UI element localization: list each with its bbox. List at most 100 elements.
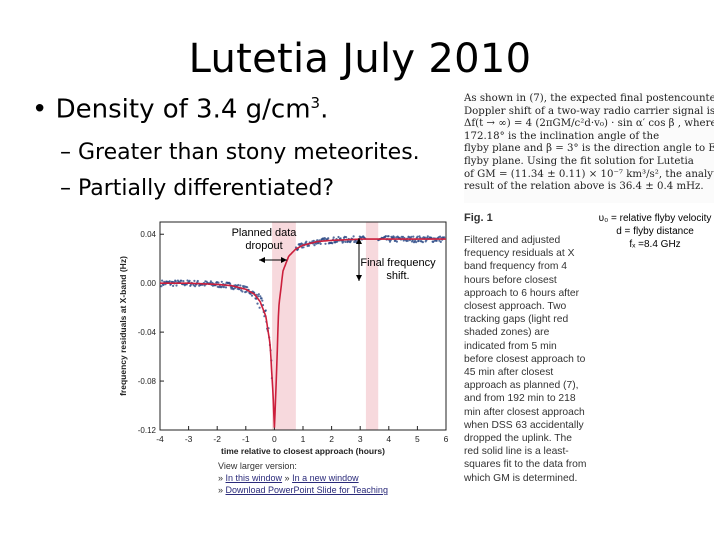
excerpt-line: Doppler shift of a two-way radio carrier… bbox=[464, 105, 714, 117]
data-point bbox=[312, 239, 315, 242]
data-point bbox=[180, 279, 183, 282]
shift-arrow-top bbox=[356, 238, 362, 244]
data-point bbox=[160, 285, 163, 288]
x-tick-label: -3 bbox=[185, 434, 193, 444]
data-point bbox=[415, 241, 418, 244]
data-point bbox=[331, 242, 334, 245]
y-tick-label: 0.04 bbox=[140, 230, 156, 239]
data-point bbox=[256, 302, 259, 305]
data-point bbox=[406, 239, 409, 242]
data-point bbox=[193, 279, 196, 282]
figure-caption: Filtered and adjusted frequency residual… bbox=[464, 235, 587, 484]
dropout-arrow-left bbox=[259, 257, 265, 263]
x-tick-label: -2 bbox=[213, 434, 221, 444]
data-point bbox=[387, 235, 390, 238]
data-point bbox=[261, 299, 264, 302]
data-point bbox=[222, 286, 225, 289]
y-axis-label: frequency residuals at X-band (Hz) bbox=[118, 256, 128, 396]
data-point bbox=[410, 235, 413, 238]
data-point bbox=[324, 242, 327, 245]
data-point bbox=[246, 286, 249, 289]
y-tick-label: -0.08 bbox=[138, 377, 157, 386]
data-point bbox=[395, 240, 398, 243]
data-point bbox=[196, 279, 199, 283]
figure-links: View larger version: » In this window » … bbox=[218, 460, 388, 496]
data-point bbox=[345, 236, 348, 239]
data-point bbox=[302, 246, 305, 249]
note-frequency: fₓ =8.4 GHz bbox=[629, 239, 681, 250]
planned-dropout-line2: dropout bbox=[245, 240, 282, 252]
data-point bbox=[209, 280, 212, 283]
excerpt-line: of GM = (11.34 ± 0.11) × 10⁻⁷ km³/s², th… bbox=[464, 168, 714, 180]
data-point bbox=[426, 235, 429, 238]
x-tick-label: 4 bbox=[386, 434, 391, 444]
data-point bbox=[349, 239, 352, 242]
figure-heading: Fig. 1 bbox=[464, 212, 493, 224]
in-this-window-link[interactable]: In this window bbox=[225, 473, 283, 483]
data-point bbox=[257, 295, 260, 298]
in-new-window-link[interactable]: In a new window bbox=[292, 473, 359, 483]
bullet-density-text: Density of 3.4 g/cm bbox=[55, 94, 311, 125]
data-point bbox=[439, 240, 442, 243]
planned-dropout-label: Planned data dropout bbox=[232, 227, 298, 252]
data-point bbox=[237, 283, 240, 287]
data-point bbox=[344, 240, 347, 243]
data-point bbox=[245, 290, 248, 293]
data-point bbox=[439, 235, 442, 238]
data-point bbox=[220, 280, 223, 283]
data-point bbox=[260, 297, 263, 300]
excerpt-line: result of the relation above is 36.4 ± 0… bbox=[464, 181, 704, 193]
x-tick-label: -1 bbox=[242, 434, 250, 444]
data-point bbox=[327, 237, 330, 240]
data-point bbox=[172, 284, 175, 287]
figure-caption-panel: Fig. 1 Filtered and adjusted frequency r… bbox=[458, 208, 590, 514]
excerpt-line: 172.18° is the inclination angle of the bbox=[464, 130, 660, 142]
data-point bbox=[194, 285, 197, 288]
x-axis-label: time relative to closest approach (hours… bbox=[221, 446, 385, 456]
final-shift-line2: shift. bbox=[386, 270, 409, 282]
data-point bbox=[305, 240, 308, 243]
frequency-residual-chart: -4 -3 -2 -1 0 1 2 3 4 5 6 0.04 0.00 -0.04 -0.08 -0.12 f… bbox=[114, 208, 460, 514]
data-point bbox=[337, 235, 340, 239]
x-tick-label: 5 bbox=[415, 434, 420, 444]
tracking-gap-zone bbox=[365, 222, 379, 430]
data-point bbox=[174, 280, 177, 283]
data-point bbox=[317, 242, 320, 245]
x-tick-label: 2 bbox=[329, 434, 334, 444]
data-point bbox=[423, 236, 427, 239]
y-tick-label: -0.12 bbox=[138, 426, 157, 435]
data-point bbox=[435, 239, 438, 242]
x-tick-label: 1 bbox=[301, 434, 306, 444]
data-point bbox=[393, 236, 396, 239]
symbol-notes: υ₀ = relative flyby velocity d = flyby d… bbox=[594, 212, 716, 251]
tracking-gap-zone bbox=[272, 222, 296, 430]
window-links: » In this window » In a new window bbox=[218, 473, 359, 483]
data-point bbox=[259, 295, 262, 298]
subbullet-stony: – Greater than stony meteorites. bbox=[60, 140, 420, 165]
subbullet-differentiated: – Partially differentiated? bbox=[60, 176, 335, 201]
view-larger-label: View larger version: bbox=[218, 461, 297, 471]
data-point bbox=[168, 280, 171, 283]
y-tick-label: 0.00 bbox=[140, 279, 156, 288]
data-point bbox=[175, 284, 178, 287]
data-point bbox=[250, 294, 254, 297]
download-powerpoint-link[interactable]: Download PowerPoint Slide for Teaching bbox=[225, 485, 388, 495]
data-point bbox=[443, 236, 446, 239]
data-point bbox=[161, 279, 164, 282]
data-point bbox=[353, 240, 356, 244]
data-point bbox=[162, 283, 165, 286]
fit-line bbox=[160, 238, 446, 428]
final-shift-label: Final frequency shift. bbox=[360, 257, 436, 282]
data-point bbox=[352, 235, 355, 238]
data-point bbox=[224, 286, 228, 289]
data-point bbox=[257, 293, 260, 296]
data-point bbox=[258, 306, 261, 309]
excerpt-line: flyby plane. Using the fit solution for … bbox=[464, 155, 694, 167]
data-point bbox=[241, 290, 244, 293]
data-point bbox=[189, 283, 192, 286]
data-point bbox=[239, 284, 242, 287]
data-point bbox=[217, 281, 220, 284]
bullet-density: • Density of 3.4 g/cm3. bbox=[32, 94, 329, 125]
y-tick-label: -0.04 bbox=[138, 328, 157, 337]
note-distance: d = flyby distance bbox=[616, 226, 694, 237]
